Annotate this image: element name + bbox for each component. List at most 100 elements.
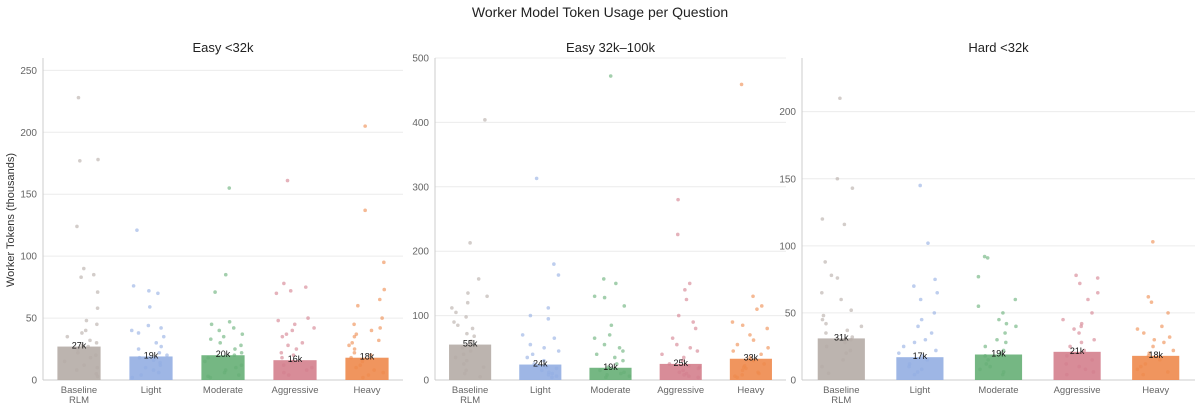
data-point bbox=[1072, 327, 1076, 331]
data-point bbox=[159, 344, 163, 349]
data-point bbox=[841, 358, 845, 362]
data-point bbox=[1149, 300, 1154, 304]
data-point bbox=[380, 316, 384, 320]
data-point bbox=[730, 320, 735, 324]
data-point bbox=[74, 368, 79, 372]
data-point bbox=[1095, 276, 1100, 280]
x-tick-label: Baseline RLM bbox=[61, 385, 97, 406]
data-point bbox=[81, 266, 86, 271]
x-tick-label-line: Heavy bbox=[354, 385, 381, 396]
data-point bbox=[1091, 370, 1096, 374]
data-point bbox=[352, 350, 357, 355]
x-tick-label: Light bbox=[530, 385, 551, 396]
y-tick-label: 0 bbox=[31, 376, 37, 387]
data-point bbox=[460, 346, 465, 350]
data-point bbox=[472, 334, 476, 339]
data-point bbox=[838, 96, 842, 101]
data-point bbox=[84, 318, 89, 323]
data-point bbox=[159, 326, 163, 330]
bar-value-label: 55k bbox=[463, 339, 478, 349]
data-point bbox=[95, 290, 100, 294]
data-point bbox=[95, 374, 100, 379]
data-point bbox=[976, 274, 981, 279]
bar-value-label: 20k bbox=[216, 349, 231, 359]
data-point bbox=[288, 289, 293, 293]
data-point bbox=[462, 371, 467, 376]
data-point bbox=[156, 291, 160, 296]
bar-value-label: 21k bbox=[1070, 346, 1085, 356]
data-point bbox=[687, 374, 691, 378]
data-point bbox=[465, 331, 469, 336]
data-point bbox=[735, 342, 740, 347]
data-point bbox=[1014, 324, 1018, 329]
data-point bbox=[1171, 348, 1176, 353]
data-point bbox=[1068, 344, 1072, 349]
panel-title: Hard <32k bbox=[968, 40, 1029, 55]
data-point bbox=[234, 365, 238, 370]
bar-moderate bbox=[974, 354, 1023, 380]
data-point bbox=[919, 317, 924, 322]
data-point bbox=[450, 306, 454, 310]
data-point bbox=[464, 368, 468, 373]
data-point bbox=[274, 291, 279, 296]
data-point bbox=[96, 157, 100, 162]
data-point bbox=[556, 273, 561, 277]
data-point bbox=[546, 317, 551, 321]
data-point bbox=[233, 347, 237, 351]
x-tick-label-line: Baseline bbox=[452, 385, 488, 396]
x-tick-label: Aggressive bbox=[1054, 385, 1101, 396]
data-point bbox=[528, 313, 533, 318]
data-point bbox=[1143, 362, 1148, 366]
data-point bbox=[739, 82, 744, 87]
data-point bbox=[281, 363, 286, 367]
y-tick-label: 100 bbox=[779, 241, 796, 252]
y-tick-label: 50 bbox=[785, 308, 797, 319]
data-point bbox=[1095, 290, 1100, 295]
data-point bbox=[675, 232, 680, 237]
data-point bbox=[912, 340, 917, 345]
x-tick-label: Baseline RLM bbox=[452, 385, 488, 406]
data-point bbox=[550, 371, 555, 376]
data-point bbox=[461, 352, 466, 357]
data-point bbox=[1142, 331, 1146, 335]
data-point bbox=[222, 370, 227, 375]
data-point bbox=[291, 353, 296, 358]
data-point bbox=[918, 297, 923, 302]
data-point bbox=[290, 328, 295, 333]
data-point bbox=[607, 366, 612, 371]
data-point bbox=[1000, 372, 1005, 377]
data-point bbox=[751, 294, 755, 299]
data-point bbox=[1139, 364, 1143, 369]
data-point bbox=[602, 295, 607, 300]
data-point bbox=[369, 328, 374, 333]
data-point bbox=[1001, 311, 1005, 315]
data-point bbox=[1090, 358, 1094, 362]
bar-value-label: 33k bbox=[744, 353, 759, 363]
data-point bbox=[926, 241, 930, 245]
data-point bbox=[356, 303, 360, 308]
data-point bbox=[667, 362, 672, 366]
data-point bbox=[985, 256, 990, 260]
data-point bbox=[154, 341, 159, 345]
data-point bbox=[1135, 367, 1140, 372]
data-point bbox=[88, 355, 93, 360]
data-point bbox=[1004, 321, 1009, 326]
data-point bbox=[682, 373, 686, 377]
data-point bbox=[687, 281, 692, 286]
data-point bbox=[820, 317, 825, 322]
data-point bbox=[276, 318, 281, 323]
data-point bbox=[546, 306, 551, 310]
data-point bbox=[627, 374, 632, 378]
data-point bbox=[695, 349, 700, 353]
x-tick-label: Light bbox=[910, 385, 931, 396]
data-point bbox=[349, 355, 353, 360]
data-point bbox=[676, 197, 680, 202]
data-point bbox=[285, 178, 290, 183]
data-point bbox=[929, 331, 934, 335]
y-tick-label: 100 bbox=[20, 252, 37, 263]
data-point bbox=[839, 297, 843, 302]
data-point bbox=[62, 359, 67, 364]
data-point bbox=[607, 333, 612, 337]
data-point bbox=[592, 336, 597, 340]
